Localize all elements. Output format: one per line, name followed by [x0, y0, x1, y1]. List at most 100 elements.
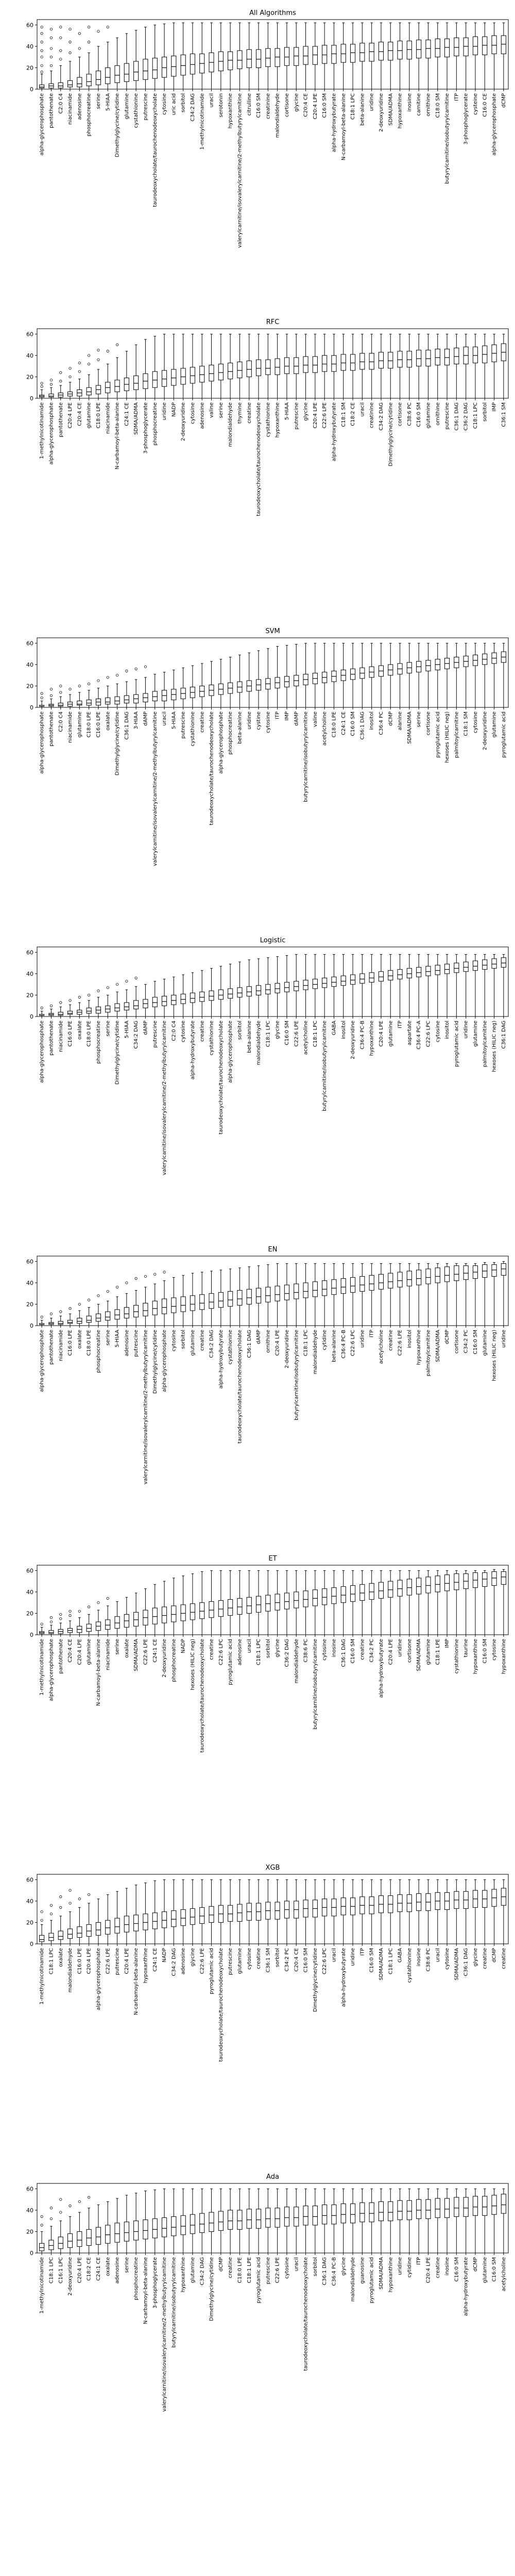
outlier-point: [106, 1597, 109, 1600]
box-6: [95, 1899, 101, 1944]
outlier-point: [115, 674, 119, 677]
iqr-box: [199, 991, 205, 1002]
box-46: [472, 1263, 478, 1326]
x-tick-label: hexoses (HILIC neg): [190, 1639, 196, 1690]
box-33: [350, 1570, 356, 1635]
iqr-box: [209, 1601, 214, 1618]
box-47: [482, 642, 488, 708]
x-tick-label: glutamine: [77, 711, 82, 738]
x-tick-label: putrescine: [181, 711, 186, 739]
outlier-point: [40, 64, 43, 67]
box-46: [472, 333, 478, 399]
iqr-box: [406, 351, 412, 368]
box-17: [199, 22, 205, 90]
iqr-box: [322, 1280, 328, 1296]
box-4: [77, 2200, 82, 2253]
x-tick-label: C38:6 PC: [407, 402, 413, 426]
x-tick-label: C20:4 LPE: [275, 1330, 281, 1356]
x-tick-label: cytosine: [284, 2257, 290, 2279]
iqr-box: [435, 1267, 440, 1283]
box-9: [124, 33, 129, 90]
box-27: [294, 22, 299, 90]
iqr-box: [67, 80, 73, 88]
iqr-box: [340, 1586, 346, 1603]
x-tick-label: beta-alanine: [247, 1021, 252, 1053]
outlier-point: [134, 1277, 138, 1280]
iqr-box: [322, 45, 328, 64]
box-45: [463, 1570, 469, 1635]
box-15: [180, 1275, 186, 1326]
outlier-point: [59, 1613, 62, 1616]
outlier-point: [40, 71, 43, 74]
x-tick-label: glutamine: [388, 1021, 393, 1047]
iqr-box: [312, 1589, 318, 1606]
box-18: [209, 1879, 214, 1944]
iqr-box: [406, 968, 412, 978]
x-tick-label: cystathionine: [209, 1021, 215, 1055]
box-43: [444, 1263, 450, 1326]
iqr-box: [86, 1315, 92, 1323]
box-18: [209, 1570, 214, 1635]
outlier-point: [153, 1273, 157, 1276]
box-16: [190, 22, 196, 90]
x-tick-label: inosine: [331, 1639, 337, 1657]
outlier-point: [40, 1622, 43, 1625]
box-23: [255, 22, 262, 90]
iqr-box: [48, 2240, 54, 2250]
x-tick-label: serine: [115, 1639, 121, 1655]
iqr-box: [255, 985, 262, 995]
box-30: [322, 2188, 328, 2253]
box-22: [246, 652, 252, 708]
iqr-box: [482, 1572, 488, 1587]
x-tick-label: serine: [96, 93, 101, 109]
box-26: [284, 22, 290, 90]
iqr-box: [369, 43, 374, 62]
iqr-box: [369, 972, 374, 983]
box-44: [454, 1263, 459, 1326]
x-tick-label: C22:6 LPE: [105, 1948, 111, 1974]
iqr-box: [246, 986, 252, 997]
iqr-box: [190, 53, 196, 75]
outlier-point: [40, 1919, 43, 1922]
iqr-box: [444, 1574, 450, 1591]
x-tick-label: C18:0 SM: [435, 93, 441, 118]
y-tick-label: 0: [30, 704, 33, 711]
box-31: [331, 954, 337, 1017]
x-tick-label: C18:1 LPE: [435, 1639, 441, 1665]
outlier-point: [49, 2217, 53, 2221]
iqr-box: [77, 77, 82, 88]
box-21: [237, 654, 243, 708]
iqr-box: [190, 367, 196, 384]
outlier-point: [68, 1614, 72, 1617]
iqr-box: [340, 975, 346, 986]
box-35: [369, 954, 374, 1017]
box-46: [472, 642, 478, 708]
x-tick-label: NADP: [181, 1639, 186, 1653]
y-tick-label: 20: [26, 1919, 33, 1926]
box-7: [105, 986, 111, 1017]
iqr-box: [350, 974, 356, 985]
iqr-box: [199, 1907, 205, 1924]
iqr-box: [284, 982, 290, 992]
x-tick-label: malondialdehyde: [350, 2257, 356, 2301]
iqr-box: [406, 1579, 412, 1596]
x-tick-label: creatine: [199, 1330, 205, 1351]
outlier-point: [59, 25, 62, 29]
iqr-box: [416, 39, 422, 59]
box-18: [209, 2188, 214, 2253]
x-tick-label: C22:6 LPC: [350, 1330, 356, 1356]
box-48: [491, 2188, 497, 2253]
x-tick-label: serine: [416, 711, 422, 727]
x-tick-label: pantothenate: [48, 1021, 54, 1056]
box-5: [86, 993, 92, 1017]
box-33: [350, 1263, 356, 1326]
box-38: [397, 1570, 403, 1635]
y-tick-label: 60: [26, 2185, 33, 2192]
x-tick-label: cysteine: [473, 93, 478, 115]
x-tick-label: putrescine: [115, 1948, 121, 1975]
x-tick-label: C16:0 LPE: [77, 1948, 82, 1974]
outlier-point: [59, 371, 62, 374]
outlier-point: [144, 1275, 147, 1278]
x-tick-label: 1-methylnicotinamide: [39, 402, 45, 459]
outlier-point: [125, 669, 128, 672]
